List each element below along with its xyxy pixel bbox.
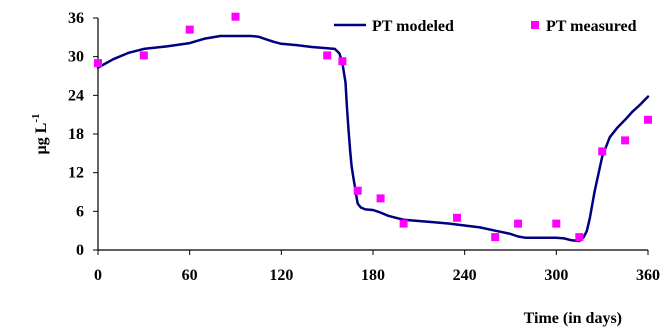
data-point-pt-measured (139, 51, 148, 60)
x-tick-label: 360 (636, 267, 660, 284)
data-point-pt-measured (514, 219, 523, 228)
data-point-pt-measured (491, 233, 500, 242)
x-tick-label: 0 (94, 267, 102, 284)
y-tick-label: 18 (68, 126, 84, 143)
data-point-pt-measured (399, 219, 408, 228)
data-point-pt-measured (644, 115, 652, 124)
x-tick-label: 240 (453, 267, 477, 284)
y-axis-title: µg L-1 (30, 113, 50, 154)
legend-measured-marker (531, 21, 539, 29)
data-point-pt-measured (552, 219, 561, 228)
x-tick-label: 180 (361, 267, 385, 284)
series-line-pt-modeled (96, 34, 650, 243)
data-point-pt-measured (453, 213, 461, 222)
y-tick-label: 12 (68, 165, 84, 182)
y-tick-label: 6 (76, 203, 84, 220)
y-axis-title-superscript: -1 (30, 113, 42, 122)
legend-measured-label: PT measured (546, 18, 637, 35)
data-point-pt-measured (338, 57, 347, 66)
data-point-pt-measured (231, 12, 240, 21)
data-point-pt-measured (575, 233, 584, 242)
x-axis-title: Time (in days) (524, 310, 622, 327)
x-tick-label: 300 (544, 267, 568, 284)
data-point-pt-measured (353, 186, 362, 195)
y-tick-label: 30 (68, 49, 84, 66)
legend: PT modeled PT measured (334, 18, 637, 35)
legend-modeled-label: PT modeled (372, 18, 454, 35)
x-tick-label: 60 (182, 267, 198, 284)
y-tick-label: 24 (68, 87, 84, 104)
data-point-pt-measured (323, 51, 332, 60)
y-tick-label: 36 (68, 10, 84, 27)
axes (97, 18, 648, 251)
data-point-pt-measured (185, 25, 194, 34)
data-point-pt-measured (376, 194, 385, 203)
y-tick-label: 0 (76, 242, 84, 259)
plot-area (94, 12, 652, 243)
data-point-pt-measured (598, 147, 607, 156)
data-point-pt-measured (621, 136, 630, 145)
data-point-pt-measured (94, 59, 102, 68)
x-tick-label: 120 (269, 267, 293, 284)
